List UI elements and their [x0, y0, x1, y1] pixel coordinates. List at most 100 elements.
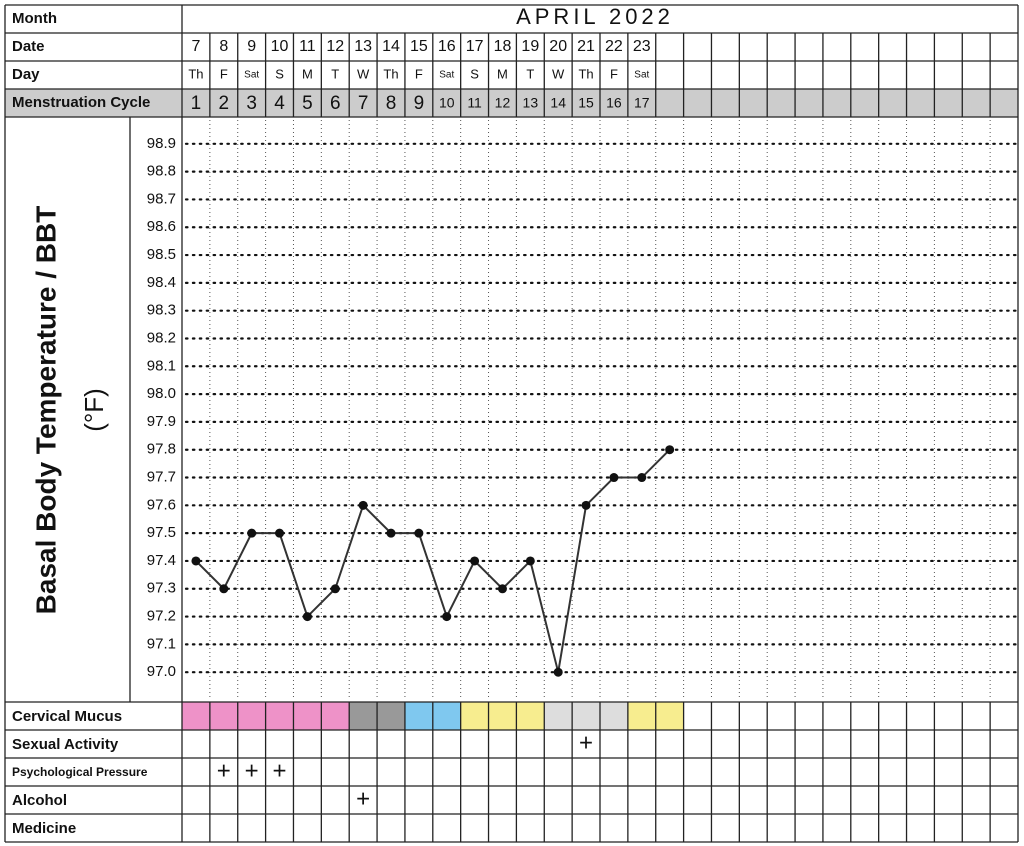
temperature-point: [275, 528, 285, 538]
y-tick-label: 98.9: [147, 135, 176, 152]
mucus-cell: [349, 702, 378, 730]
mucus-cell: [265, 702, 294, 730]
mucus-cell: [404, 702, 433, 730]
mucus-cell: [321, 702, 350, 730]
temperature-point: [470, 556, 480, 566]
date-label: 19: [521, 38, 539, 55]
date-label: 8: [219, 38, 228, 55]
date-label: 11: [299, 38, 316, 55]
date-label: 21: [577, 38, 595, 55]
row-label: Alcohol: [12, 792, 67, 809]
mucus-cell: [460, 702, 489, 730]
date-label: 20: [549, 38, 567, 55]
cycle-day: 1: [191, 93, 202, 114]
cycle-day: 17: [634, 95, 650, 111]
mucus-cell: [182, 702, 210, 730]
date-label: 23: [633, 38, 651, 55]
day-label: T: [526, 66, 534, 81]
row-label: Medicine: [12, 820, 76, 837]
temperature-point: [414, 528, 424, 538]
date-label: 7: [191, 38, 200, 55]
y-tick-label: 97.2: [147, 608, 176, 625]
date-label: 17: [466, 38, 484, 55]
day-label: Sat: [634, 70, 649, 81]
cell-mark: +: [245, 757, 259, 784]
cycle-day: 15: [578, 95, 594, 111]
y-tick-label: 97.4: [147, 552, 176, 569]
y-tick-label: 97.7: [147, 468, 176, 485]
cycle-day: 10: [439, 95, 455, 111]
temperature-point: [442, 612, 452, 622]
chart-title: APRIL 2022: [516, 4, 674, 29]
y-tick-label: 97.6: [147, 496, 176, 513]
y-tick-label: 97.9: [147, 413, 176, 430]
cell-mark: +: [579, 729, 593, 756]
day-label: S: [275, 66, 284, 81]
cycle-day: 9: [414, 93, 425, 114]
day-label: S: [470, 66, 479, 81]
y-tick-label: 97.0: [147, 663, 176, 680]
month-label: Month: [12, 10, 57, 27]
date-label: 9: [247, 38, 256, 55]
temperature-point: [330, 584, 340, 594]
day-label: M: [497, 66, 508, 81]
cell-mark: +: [273, 757, 287, 784]
day-label: F: [415, 66, 423, 81]
temperature-point: [358, 500, 368, 510]
date-label: 13: [354, 38, 372, 55]
cycle-day: 4: [274, 93, 285, 114]
cycle-row-bg: [5, 89, 1018, 117]
day-label: Sat: [244, 70, 259, 81]
temperature-point: [525, 556, 535, 566]
y-tick-label: 98.8: [147, 163, 176, 180]
mucus-cell: [627, 702, 656, 730]
y-tick-label: 97.3: [147, 580, 176, 597]
day-label: Th: [188, 66, 203, 81]
cell-mark: +: [217, 757, 231, 784]
mucus-cell: [209, 702, 238, 730]
y-tick-label: 98.0: [147, 385, 176, 402]
temperature-point: [553, 667, 563, 677]
y-tick-label: 98.2: [147, 329, 176, 346]
y-tick-label: 97.1: [147, 635, 176, 652]
y-tick-label: 98.5: [147, 246, 176, 263]
y-axis-unit: (°F): [79, 388, 109, 432]
mucus-cell: [293, 702, 322, 730]
mucus-cell: [516, 702, 545, 730]
date-label: 16: [438, 38, 456, 55]
temperature-point: [497, 584, 507, 594]
temperature-point: [637, 473, 647, 483]
row-label: Cervical Mucus: [12, 708, 122, 725]
temperature-point: [581, 500, 591, 510]
cycle-label: Menstruation Cycle: [12, 94, 150, 111]
temperature-point: [302, 612, 312, 622]
y-tick-label: 98.1: [147, 357, 176, 374]
cycle-day: 12: [495, 95, 511, 111]
date-label: 12: [326, 38, 344, 55]
date-label: 14: [382, 38, 400, 55]
y-axis-label: Basal Body Temperature / BBT: [30, 206, 61, 615]
day-label: Sat: [439, 70, 454, 81]
mucus-cell: [488, 702, 517, 730]
row-label: Psychological Pressure: [12, 765, 148, 779]
cycle-day: 5: [302, 93, 313, 114]
y-tick-label: 98.3: [147, 302, 176, 319]
cycle-day: 7: [358, 93, 369, 114]
mucus-cell: [432, 702, 461, 730]
cell-mark: +: [356, 785, 370, 812]
date-label: 10: [271, 38, 289, 55]
mucus-cell: [237, 702, 266, 730]
day-label: F: [610, 66, 618, 81]
date-label: 18: [494, 38, 512, 55]
y-tick-label: 97.5: [147, 524, 176, 541]
date-label: 15: [410, 38, 428, 55]
temperature-point: [191, 556, 201, 566]
day-label: Day: [12, 66, 40, 83]
cycle-day: 11: [467, 95, 482, 111]
mucus-cell: [572, 702, 600, 730]
temperature-point: [247, 528, 257, 538]
cycle-day: 16: [606, 95, 622, 111]
temperature-point: [219, 584, 229, 594]
cycle-day: 13: [523, 95, 539, 111]
